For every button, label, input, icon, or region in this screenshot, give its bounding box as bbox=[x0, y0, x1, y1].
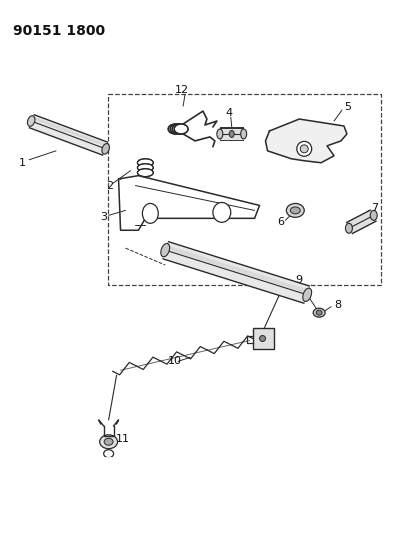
Ellipse shape bbox=[297, 141, 312, 156]
Text: 9: 9 bbox=[295, 275, 303, 285]
Ellipse shape bbox=[172, 124, 186, 134]
Ellipse shape bbox=[28, 116, 35, 126]
Text: 12: 12 bbox=[175, 85, 189, 95]
Text: 1: 1 bbox=[19, 158, 26, 168]
Polygon shape bbox=[266, 119, 347, 163]
Ellipse shape bbox=[100, 435, 117, 449]
Ellipse shape bbox=[286, 204, 304, 217]
Ellipse shape bbox=[300, 145, 308, 153]
Ellipse shape bbox=[102, 143, 110, 154]
Text: 11: 11 bbox=[115, 434, 130, 444]
Ellipse shape bbox=[217, 129, 223, 139]
Text: 2: 2 bbox=[106, 181, 113, 191]
Ellipse shape bbox=[174, 124, 188, 134]
Ellipse shape bbox=[170, 124, 184, 134]
Ellipse shape bbox=[370, 211, 377, 220]
Ellipse shape bbox=[316, 310, 322, 315]
Text: 4: 4 bbox=[226, 108, 233, 118]
Ellipse shape bbox=[346, 223, 352, 233]
Text: 6: 6 bbox=[277, 217, 284, 227]
Ellipse shape bbox=[260, 335, 266, 342]
Ellipse shape bbox=[241, 129, 247, 139]
Ellipse shape bbox=[138, 168, 153, 176]
Text: 5: 5 bbox=[344, 102, 351, 112]
Text: 10: 10 bbox=[168, 357, 182, 366]
Bar bbox=[253, 328, 275, 350]
Ellipse shape bbox=[313, 308, 325, 317]
Ellipse shape bbox=[161, 244, 170, 257]
Ellipse shape bbox=[138, 164, 153, 172]
Ellipse shape bbox=[104, 438, 113, 445]
Text: 7: 7 bbox=[371, 204, 378, 213]
Text: 3: 3 bbox=[100, 212, 107, 222]
Ellipse shape bbox=[138, 159, 153, 167]
Ellipse shape bbox=[303, 288, 312, 302]
Text: 90151 1800: 90151 1800 bbox=[13, 24, 106, 38]
Ellipse shape bbox=[229, 131, 234, 138]
Ellipse shape bbox=[142, 204, 158, 223]
Ellipse shape bbox=[168, 124, 182, 134]
Text: 8: 8 bbox=[334, 300, 341, 310]
Ellipse shape bbox=[290, 207, 300, 214]
Ellipse shape bbox=[213, 203, 231, 222]
